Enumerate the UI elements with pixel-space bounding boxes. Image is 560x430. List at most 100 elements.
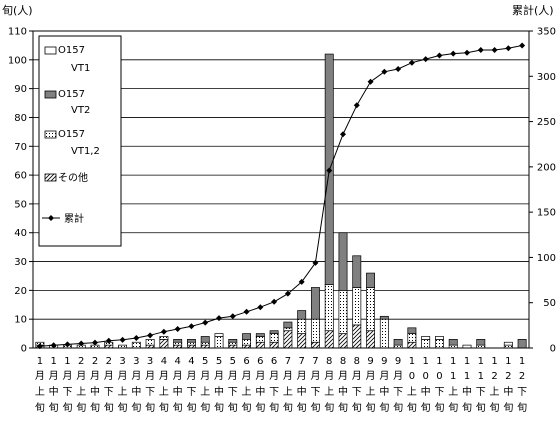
- bar-segment: [255, 333, 265, 337]
- legend-label-cumulative: 累計: [64, 212, 84, 225]
- bar-segment: [421, 336, 431, 340]
- x-tick-label: 旬: [90, 401, 100, 414]
- x-tick-label: 上: [35, 386, 45, 398]
- x-tick-label: 月: [90, 370, 100, 382]
- x-tick-label: 3: [133, 356, 139, 367]
- x-tick-label: 月: [62, 370, 72, 382]
- bar-segment: [324, 330, 334, 349]
- x-tick-label: 下: [434, 387, 444, 398]
- x-tick-label: 旬: [366, 401, 376, 414]
- y-left-tick-label: 40: [14, 228, 27, 239]
- y-axis-left-ticks: 0 10 20 30 40 50 60 70 80 90 100 110: [8, 27, 33, 355]
- x-tick-label: 旬: [407, 401, 417, 414]
- bar-segment: [283, 327, 293, 332]
- x-tick-label: 月: [297, 370, 307, 382]
- x-tick-label: 上: [324, 386, 334, 398]
- bar-segment: [186, 339, 196, 343]
- bar-segment: [324, 284, 334, 332]
- y-left-tick-label: 20: [14, 286, 27, 297]
- x-tick-label: 上: [366, 386, 376, 398]
- cumulative-marker: [340, 131, 346, 138]
- bar-segment: [407, 333, 417, 343]
- cumulative-marker: [188, 323, 195, 330]
- y-left-tick-label: 80: [14, 113, 27, 124]
- cumulative-marker: [92, 339, 98, 346]
- bar-segment: [186, 341, 196, 346]
- cumulative-marker: [229, 313, 236, 320]
- x-tick-label: 1: [50, 356, 56, 367]
- x-tick-label: 下: [517, 387, 527, 398]
- bar-segment: [228, 339, 238, 343]
- bar-segment: [352, 287, 362, 326]
- x-tick-label: 旬: [118, 401, 128, 414]
- cumulative-marker: [284, 290, 291, 297]
- legend-box: [38, 35, 122, 247]
- y-left-tick-label: 50: [14, 199, 27, 210]
- x-tick-label: 下: [186, 387, 196, 398]
- x-tick-label: 月: [324, 370, 334, 382]
- bar-segment: [242, 333, 252, 340]
- x-tick-label: 中: [214, 385, 224, 398]
- x-tick-label: 下: [476, 387, 486, 398]
- bar-segment: [145, 339, 155, 346]
- x-tick-label: 上: [283, 386, 293, 398]
- bar-segment: [214, 333, 224, 337]
- x-tick-label: 旬: [421, 401, 431, 414]
- x-tick-label: 月: [214, 370, 224, 382]
- x-tick-label: 月: [145, 370, 155, 382]
- legend-label-o157-vt1-a: O157: [58, 45, 85, 56]
- bar-segment: [228, 341, 238, 346]
- x-tick-label: 月: [200, 370, 210, 382]
- x-tick-label: 中: [255, 385, 265, 398]
- bar-segment: [379, 318, 389, 349]
- x-tick-label: 1: [491, 356, 497, 367]
- x-tick-label: 旬: [49, 401, 59, 414]
- bar-segment: [310, 341, 320, 349]
- x-tick-label: 5: [216, 356, 222, 367]
- x-tick-label: 旬: [131, 401, 141, 414]
- y-left-tick-label: 100: [8, 55, 27, 66]
- x-tick-label: 下: [104, 387, 114, 398]
- x-tick-label: 8: [340, 356, 346, 367]
- y-left-tick-label: 90: [14, 84, 27, 95]
- x-tick-label: 下: [310, 387, 320, 398]
- cumulative-marker: [395, 66, 402, 73]
- x-tick-label: 月: [104, 370, 114, 382]
- bar-segment: [338, 290, 348, 334]
- legend-marker-cumulative: [48, 215, 54, 221]
- bar-segment: [517, 339, 527, 349]
- x-tick-label: 6: [257, 356, 263, 367]
- bar-segment: [269, 330, 279, 334]
- bar-segment: [283, 330, 293, 349]
- x-tick-label: 上: [448, 386, 458, 398]
- x-tick-label: 旬: [434, 401, 444, 414]
- x-tick-label: 5: [202, 356, 208, 367]
- x-tick-label: 1: [478, 371, 484, 382]
- bar-segment: [131, 341, 141, 349]
- x-tick-label: 旬: [352, 401, 362, 414]
- x-tick-label: 旬: [269, 401, 279, 414]
- x-tick-label: 旬: [379, 401, 389, 414]
- x-tick-label: 下: [352, 387, 362, 398]
- x-tick-label: 7: [285, 356, 291, 367]
- y-left-tick-label: 110: [8, 27, 27, 38]
- x-tick-label: 月: [173, 370, 183, 382]
- bar-segment: [173, 339, 183, 343]
- bar-segment: [476, 339, 486, 346]
- bar-segment: [352, 324, 362, 349]
- x-tick-label: 2: [491, 371, 497, 382]
- plot-frame: [32, 30, 530, 349]
- x-tick-label: 上: [407, 386, 417, 398]
- x-tick-label: 1: [422, 356, 428, 367]
- x-tick-label: 旬: [448, 401, 458, 414]
- cumulative-marker: [381, 68, 388, 75]
- x-tick-label: 月: [159, 370, 169, 382]
- x-tick-label: 1: [37, 356, 43, 367]
- x-tick-label: 上: [76, 386, 86, 398]
- y-right-tick-label: 50: [543, 298, 556, 309]
- x-tick-label: 旬: [242, 401, 252, 414]
- x-tick-label: 月: [283, 370, 293, 382]
- x-tick-label: 月: [352, 370, 362, 382]
- cumulative-marker: [133, 335, 140, 342]
- x-tick-label: 7: [298, 356, 304, 367]
